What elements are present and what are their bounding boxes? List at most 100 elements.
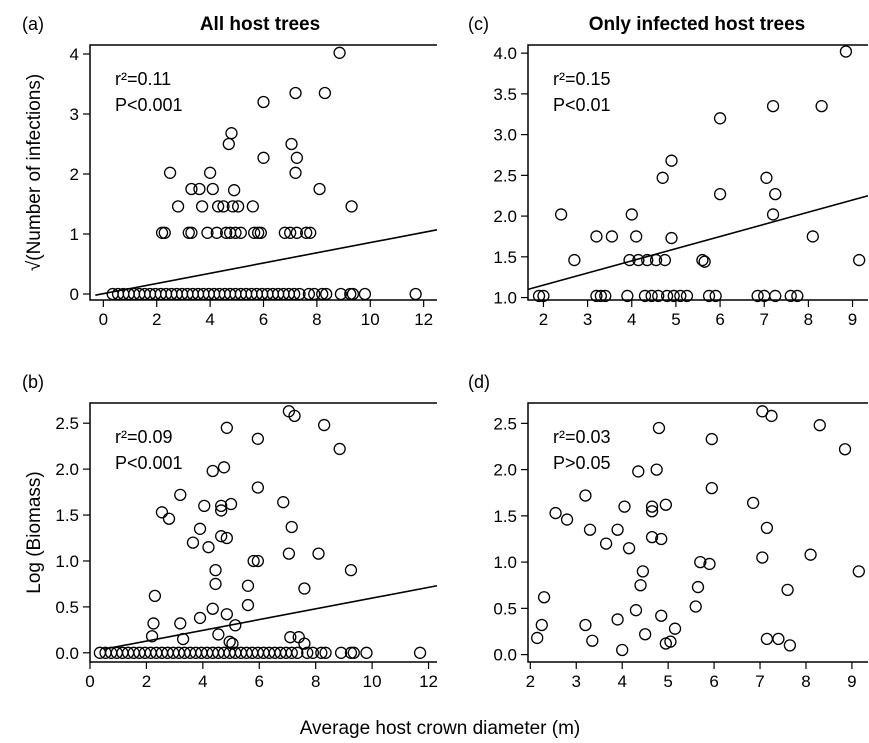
data-point bbox=[713, 187, 727, 201]
data-point bbox=[163, 166, 177, 179]
x-tick-label: 7 bbox=[759, 310, 768, 329]
data-point bbox=[162, 512, 176, 525]
x-tick-label: 8 bbox=[312, 310, 321, 329]
data-point bbox=[579, 618, 592, 632]
data-point bbox=[209, 577, 222, 591]
data-point bbox=[185, 226, 198, 239]
data-point bbox=[285, 137, 298, 151]
data-point bbox=[632, 465, 645, 478]
y-tick-label: 2.0 bbox=[493, 461, 517, 480]
panel-title: Only infected host trees bbox=[589, 14, 805, 35]
data-point bbox=[316, 287, 329, 301]
data-point bbox=[251, 481, 265, 494]
data-point bbox=[155, 226, 169, 239]
data-point bbox=[713, 112, 727, 125]
regression-line bbox=[527, 194, 869, 291]
data-point bbox=[220, 421, 233, 434]
data-point bbox=[535, 618, 548, 632]
data-point bbox=[751, 289, 764, 303]
data-point bbox=[217, 200, 230, 213]
shared-x-axis-label: Average host crown diameter (m) bbox=[300, 718, 581, 739]
data-point bbox=[333, 442, 346, 456]
data-point bbox=[652, 289, 665, 303]
data-point bbox=[769, 289, 782, 303]
data-point bbox=[293, 287, 306, 301]
data-point bbox=[277, 496, 290, 509]
data-point bbox=[147, 617, 160, 630]
y-tick-label: 4 bbox=[70, 45, 79, 64]
x-tick-label: 4 bbox=[627, 310, 636, 329]
data-point bbox=[298, 582, 311, 595]
data-point bbox=[605, 230, 619, 243]
panel-b: (b) Log (Biomass) 0 2 4 6 8 10 12 0.0 0.5 1.0 1.5 2.0… bbox=[22, 372, 438, 691]
y-tick-label: 1.0 bbox=[55, 552, 79, 571]
data-point bbox=[285, 646, 298, 659]
data-point bbox=[241, 598, 255, 612]
plot-frame bbox=[527, 44, 868, 301]
data-point bbox=[694, 555, 707, 569]
data-point bbox=[229, 619, 242, 632]
y-tick-label: 1.0 bbox=[493, 553, 517, 572]
panel-label: (a) bbox=[22, 14, 44, 34]
data-point bbox=[625, 208, 638, 221]
data-point bbox=[560, 513, 574, 526]
data-point bbox=[257, 151, 270, 164]
y-tick-label: 2.5 bbox=[493, 166, 517, 185]
y-tick-label: 0.0 bbox=[493, 646, 517, 665]
data-point bbox=[813, 419, 826, 432]
data-point bbox=[284, 226, 297, 239]
data-point bbox=[622, 542, 636, 555]
data-point bbox=[680, 289, 694, 303]
r-squared-annotation: r²=0.15 bbox=[553, 69, 611, 89]
data-point bbox=[655, 532, 668, 546]
data-point bbox=[254, 226, 267, 239]
data-point bbox=[645, 289, 658, 303]
y-tick-label: 2.5 bbox=[493, 414, 517, 433]
panel-label: (c) bbox=[468, 14, 489, 34]
y-tick-label: 1 bbox=[70, 225, 79, 244]
data-point bbox=[650, 463, 663, 476]
data-point bbox=[756, 551, 769, 564]
y-tick-label: 3.0 bbox=[493, 126, 517, 145]
data-point bbox=[705, 481, 718, 495]
regression-line bbox=[95, 229, 438, 296]
data-point bbox=[220, 608, 233, 621]
data-point bbox=[838, 443, 852, 456]
data-point bbox=[746, 496, 760, 510]
data-point bbox=[226, 200, 239, 213]
data-point bbox=[660, 289, 674, 303]
data-point bbox=[413, 646, 427, 659]
data-point bbox=[206, 464, 219, 478]
data-point bbox=[618, 500, 631, 513]
data-point bbox=[804, 548, 817, 561]
x-tick-label: 2 bbox=[526, 672, 535, 691]
x-tick-label: 2 bbox=[152, 310, 161, 329]
data-point bbox=[791, 289, 804, 303]
data-point bbox=[198, 499, 211, 513]
data-point bbox=[334, 646, 348, 659]
panel-a: (a) All host trees √(Number of infections)… bbox=[22, 14, 438, 329]
r-squared-annotation: r²=0.03 bbox=[553, 427, 611, 447]
data-point bbox=[853, 253, 866, 267]
data-point bbox=[659, 498, 672, 511]
data-point bbox=[334, 287, 348, 301]
panel-label: (b) bbox=[22, 372, 44, 392]
data-point bbox=[171, 200, 185, 213]
data-point bbox=[174, 488, 187, 501]
data-point bbox=[193, 182, 206, 196]
y-tick-label: 1.0 bbox=[493, 289, 517, 308]
data-point bbox=[210, 226, 223, 239]
data-point bbox=[665, 231, 678, 245]
data-point bbox=[649, 253, 663, 267]
data-point bbox=[634, 579, 647, 592]
data-point bbox=[209, 564, 222, 577]
x-tick-label: 9 bbox=[848, 310, 857, 329]
panel-title: All host trees bbox=[200, 14, 320, 35]
x-tick-label: 0 bbox=[99, 310, 108, 329]
data-point bbox=[772, 632, 785, 646]
data-point bbox=[664, 635, 677, 648]
data-point bbox=[815, 99, 828, 113]
data-point bbox=[174, 617, 187, 630]
data-point bbox=[318, 86, 332, 100]
data-point bbox=[346, 287, 360, 301]
